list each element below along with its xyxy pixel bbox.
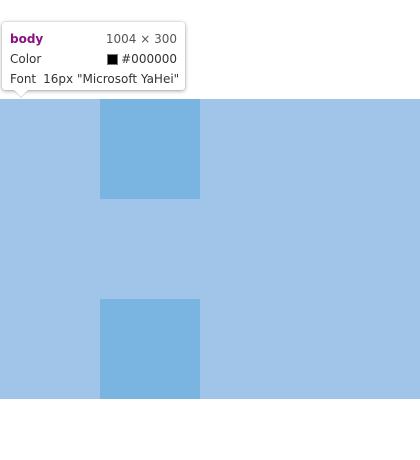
element-tag-name: body xyxy=(10,32,44,46)
font-value: 16px "Microsoft YaHei" xyxy=(43,72,180,86)
highlighted-block-top xyxy=(100,99,200,199)
color-value-wrapper: #000000 xyxy=(107,52,177,66)
element-dimensions: 1004 × 300 xyxy=(105,32,177,46)
tooltip-pointer-arrow xyxy=(14,90,28,97)
inspector-tooltip: body 1004 × 300 Color #000000 Font 16px … xyxy=(2,22,185,97)
highlighted-block-bottom xyxy=(100,299,200,399)
tooltip-color-row: Color #000000 xyxy=(10,49,177,69)
color-label: Color xyxy=(10,52,42,66)
color-swatch-icon xyxy=(107,53,119,65)
tooltip-header: body 1004 × 300 xyxy=(10,29,177,49)
element-highlight-overlay xyxy=(0,99,420,399)
font-label: Font xyxy=(10,72,37,86)
color-value: #000000 xyxy=(121,52,177,66)
tooltip-font-row: Font 16px "Microsoft YaHei" xyxy=(10,69,180,89)
